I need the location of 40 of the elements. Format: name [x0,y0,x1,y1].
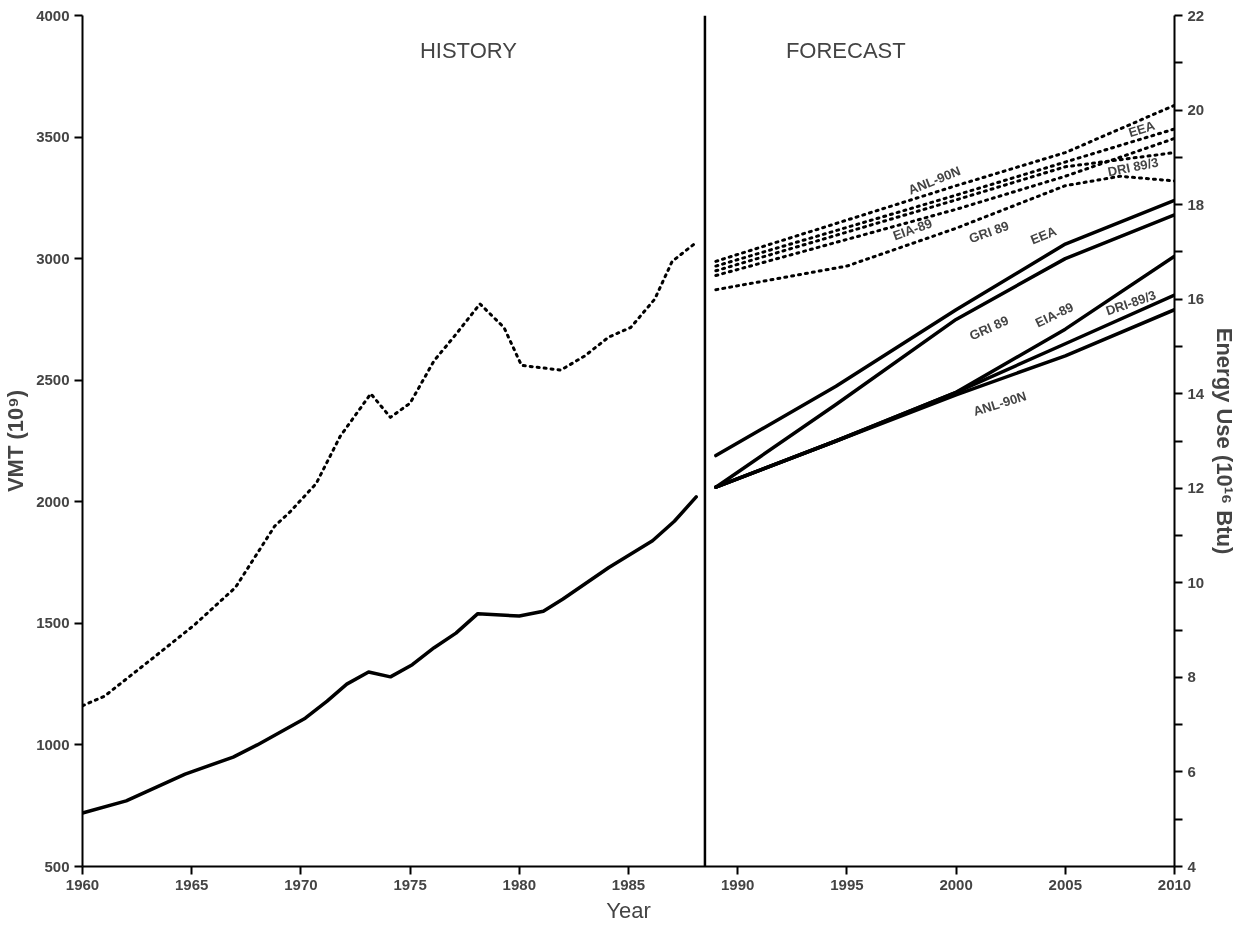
y-tick-label: 500 [44,857,70,875]
x-axis-title: Year [606,897,651,923]
y2-tick-label: 22 [1187,6,1205,24]
text: GRI 89 [966,217,1011,247]
y2-tick-label: 12 [1187,479,1205,497]
text: EIA-89 [890,215,934,244]
y2-tick-label: 18 [1187,195,1205,213]
y2-tick-label: 8 [1187,668,1196,686]
text: EEA [1028,223,1060,248]
annotation: FORECAST [785,38,906,63]
y2-tick-label: 4 [1187,857,1197,875]
text: EEA [1126,117,1158,141]
y-tick-label: 3000 [36,249,70,267]
x-tick-label: 1975 [393,875,427,893]
y-tick-label: 2000 [36,492,70,510]
annotation: HISTORY [419,38,518,63]
y2-tick-label: 20 [1187,101,1205,119]
y-tick-label: 1500 [36,614,70,632]
x-tick-label: 2005 [1048,875,1082,893]
x-tick-label: 1970 [284,875,318,893]
y2-tick-label: 10 [1187,573,1205,591]
x-tick-label: 1995 [830,875,864,893]
x-tick-label: 2010 [1157,875,1192,893]
y-tick-label: 2500 [36,371,70,389]
x-tick-label: 1980 [502,875,536,893]
y-tick-label: 3500 [36,128,70,146]
text: GRI 89 [967,312,1011,344]
y-tick-label: 1000 [36,735,70,753]
y2-axis-title: Energy Use (10¹⁶ Btu) [1212,327,1238,555]
x-tick-label: 2000 [939,875,973,893]
x-tick-label: 1985 [611,875,646,893]
x-tick-label: 1960 [65,875,100,893]
y-tick-label: 4000 [36,6,70,24]
y2-tick-label: 6 [1187,762,1196,780]
y2-tick-label: 16 [1187,290,1205,308]
y-axis-title: VMT (10⁹) [3,389,29,493]
text: DRI 89/3 [1106,154,1160,180]
y2-tick-label: 14 [1187,384,1205,402]
x-tick-label: 1990 [721,875,755,893]
x-tick-label: 1965 [175,875,209,893]
